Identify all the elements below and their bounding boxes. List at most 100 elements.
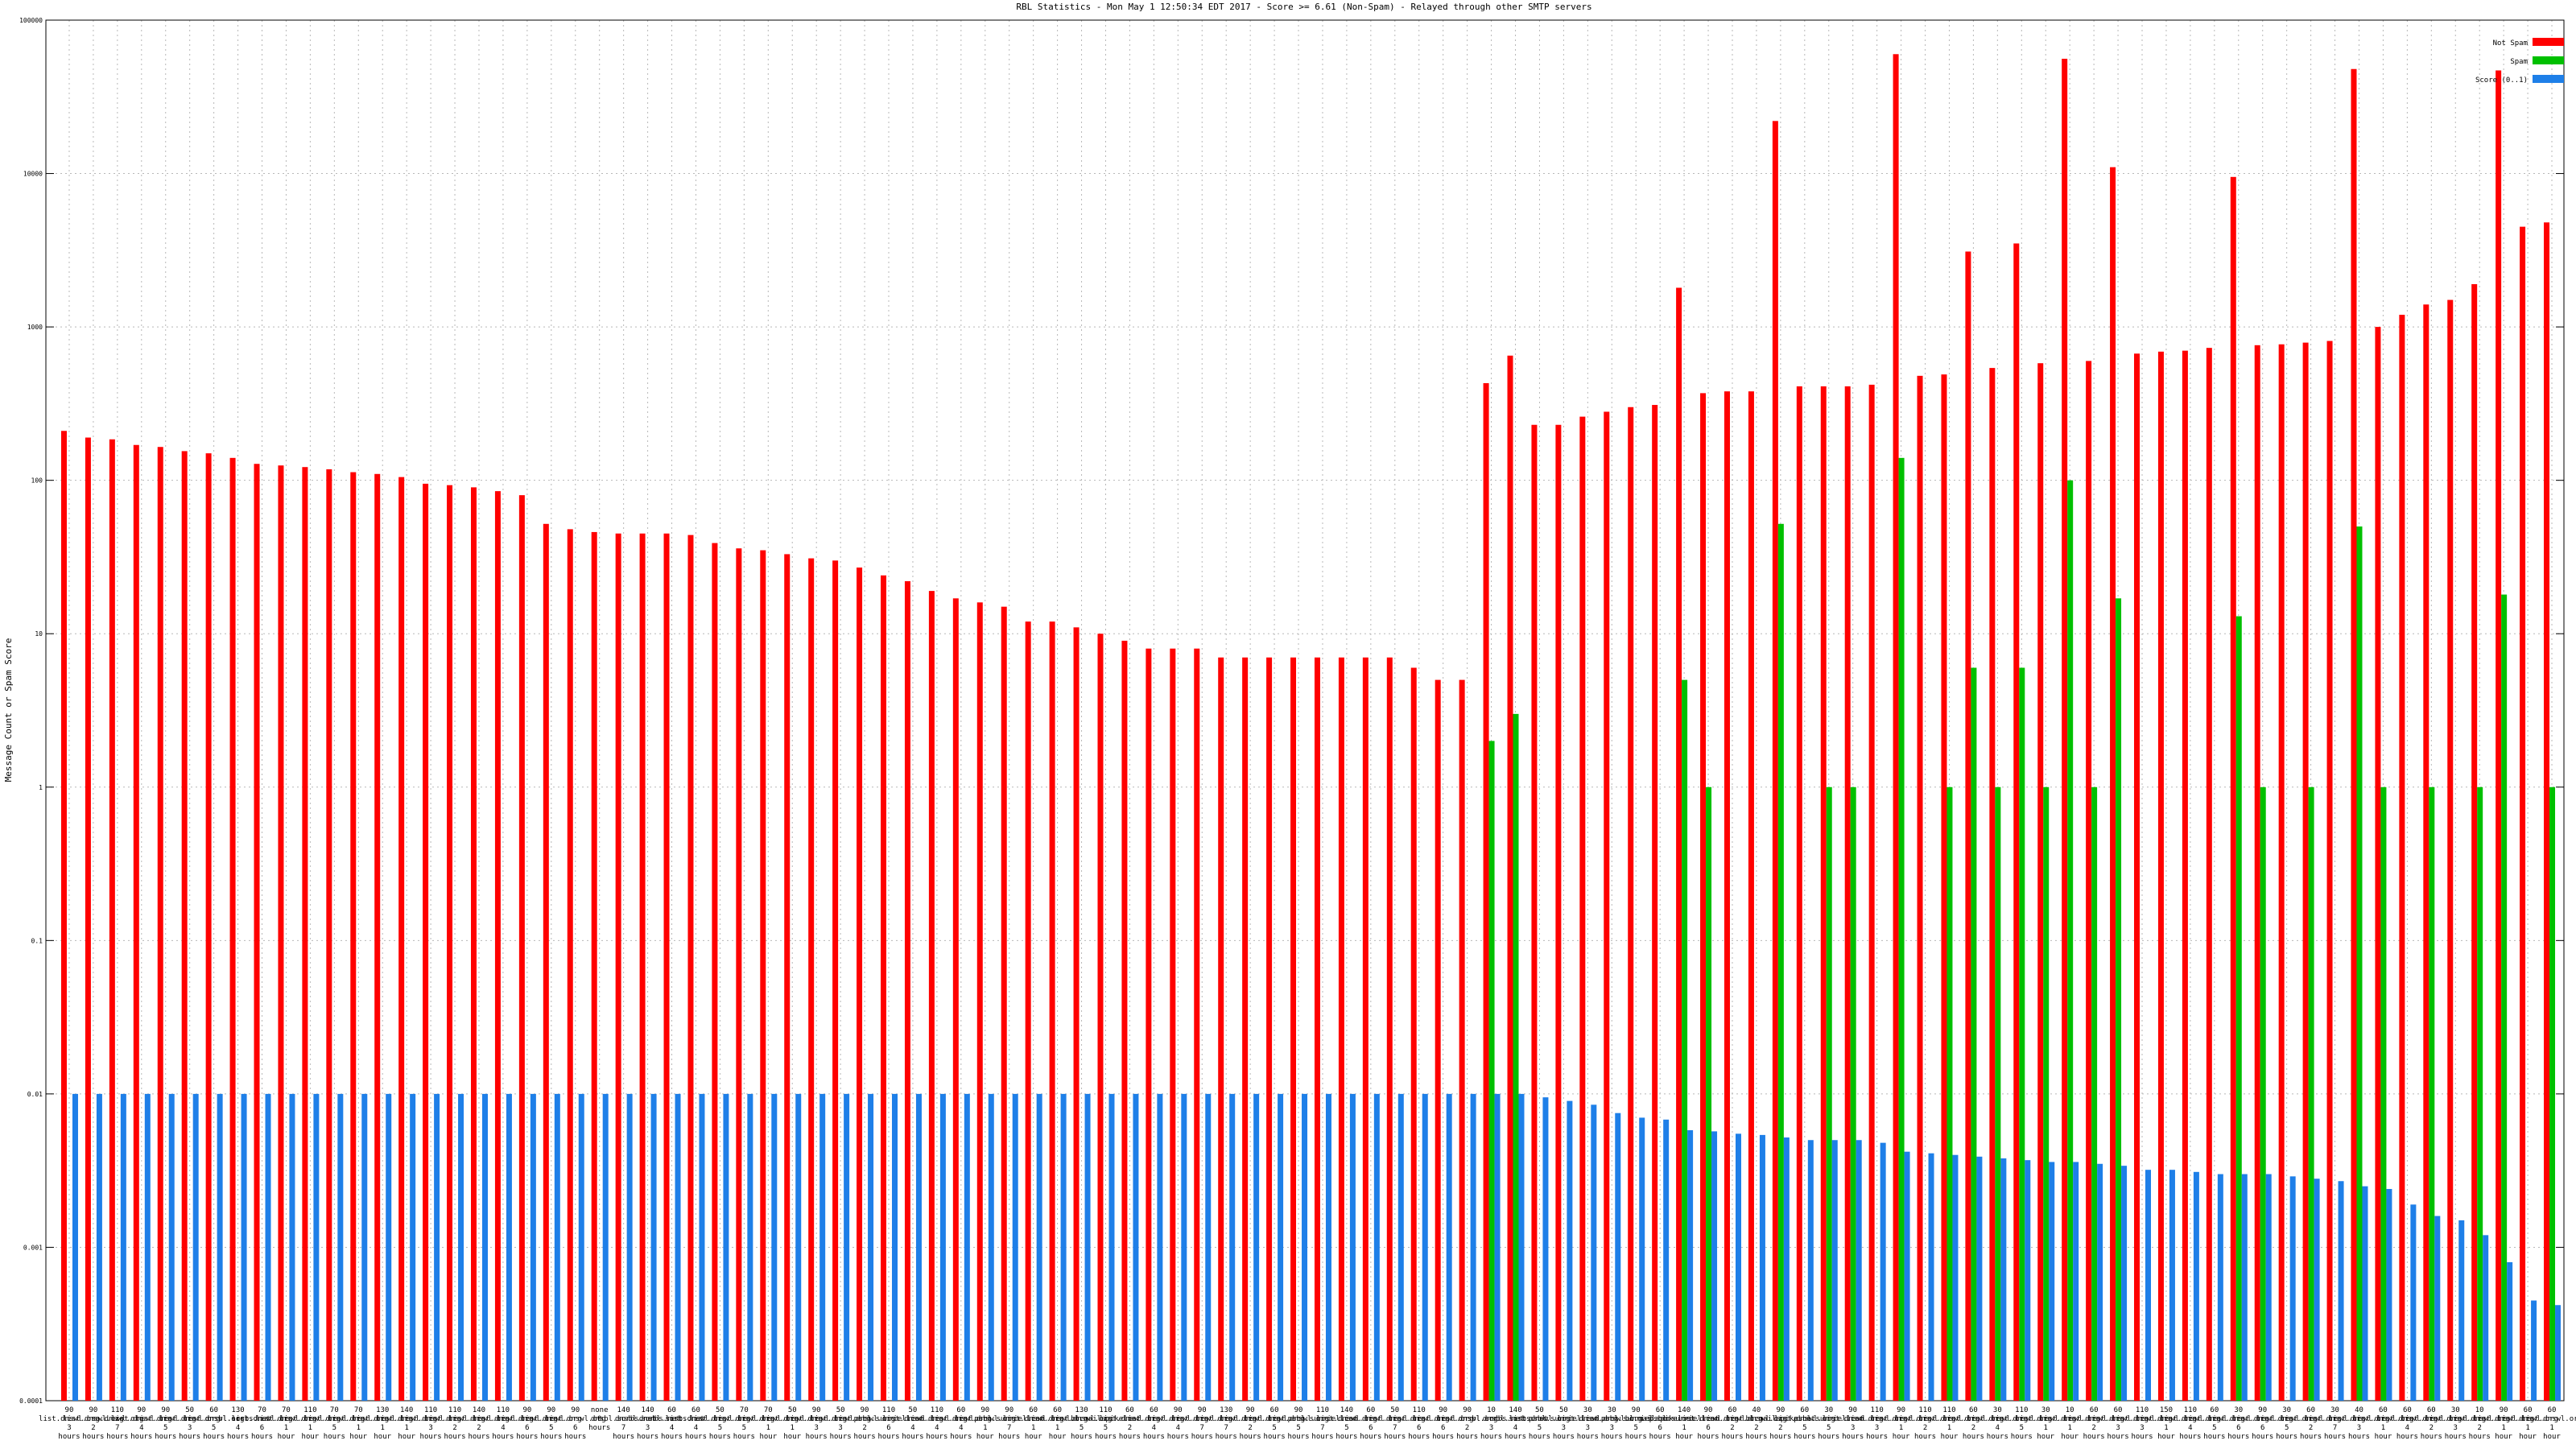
bar: [1531, 424, 1538, 1401]
x-tick-label: 110 list.dnswl.org 4 hours: [473, 1406, 534, 1441]
bar: [1820, 386, 1827, 1401]
bar: [1880, 1142, 1886, 1401]
bar: [1349, 1093, 1356, 1401]
bar: [1483, 382, 1489, 1402]
bar: [1325, 1093, 1331, 1401]
x-tick-label: 90 list.dnswl.org 7 hours: [1171, 1406, 1232, 1441]
y-tick-label: 100000: [19, 17, 43, 24]
x-tick-label: 60 list.dnswl.org 4 hours: [1123, 1406, 1184, 1441]
legend-swatch: [2533, 75, 2564, 83]
bar: [2260, 786, 2266, 1401]
bar: [2097, 1163, 2103, 1401]
x-tick-label: 90 list.dnswl.org 3 hours: [786, 1406, 847, 1441]
bar: [1108, 1093, 1115, 1401]
bar: [795, 1093, 802, 1401]
x-tick-label: 90 list.dnswl.org 6 hours: [1678, 1406, 1739, 1441]
bar: [2121, 1166, 2128, 1401]
bar: [1205, 1093, 1212, 1401]
bar: [1218, 657, 1224, 1401]
bar: [1604, 411, 1610, 1401]
x-tick-label: 110 list.dnswl.org 3 hours: [2112, 1406, 2173, 1441]
bar: [952, 598, 959, 1401]
bar: [2386, 1188, 2392, 1401]
bar: [2086, 361, 2092, 1401]
bar: [350, 472, 357, 1401]
bar: [1494, 1093, 1501, 1401]
legend-swatch: [2533, 38, 2564, 46]
bar: [663, 533, 670, 1401]
bar: [254, 464, 260, 1401]
bar: [2380, 786, 2387, 1401]
x-tick-label: 70 list.dnswl.org 5 hours: [713, 1406, 774, 1441]
bar: [868, 1093, 874, 1401]
bar: [1579, 416, 1586, 1401]
bar: [2254, 345, 2260, 1401]
bar: [844, 1093, 850, 1401]
x-tick-label: 90 list.dnswl.org 5 hours: [135, 1406, 196, 1441]
bar: [1615, 1113, 1621, 1401]
x-tick-label: 140 dnsbl.sorbs.net 4 hours: [1483, 1406, 1548, 1441]
bar: [712, 543, 718, 1401]
bar: [543, 523, 549, 1401]
bar: [1435, 679, 1441, 1401]
x-tick-label: 110 list.dnswl.org 1 hour: [279, 1406, 341, 1441]
bar: [1555, 424, 1562, 1401]
x-tick-label: 90 list.dnswl.org 2 hours: [1220, 1406, 1281, 1441]
bar: [518, 495, 525, 1401]
bar: [1253, 1093, 1260, 1401]
x-tick-label: 90 list.dnswl.org 1 hour: [955, 1406, 1016, 1441]
bar: [1470, 1093, 1476, 1401]
x-tick-label: 110 psbl.surriel.com 6 hours: [854, 1406, 924, 1441]
bar: [1459, 679, 1465, 1401]
bar: [494, 491, 501, 1402]
bar: [988, 1093, 994, 1401]
bar: [1518, 1093, 1525, 1401]
bar: [808, 558, 815, 1401]
bar: [1898, 457, 1905, 1401]
x-tick-label: 140 psbl.surriel.com 1 hour: [1649, 1406, 1719, 1441]
legend-label: Spam: [2510, 58, 2528, 66]
bar: [2544, 222, 2550, 1401]
bar: [1410, 667, 1417, 1401]
bar: [2314, 1179, 2320, 1401]
x-tick-label: 60 list.dnswl.org 2 hours: [1100, 1406, 1161, 1441]
bar: [881, 575, 887, 1401]
bar: [591, 531, 597, 1401]
bar: [2289, 1176, 2296, 1401]
bar: [723, 1093, 729, 1401]
bar: [939, 1093, 946, 1401]
bar: [964, 1093, 970, 1401]
bar: [313, 1093, 320, 1401]
bar: [1073, 627, 1080, 1401]
x-tick-label: 60 list.dnswl.org 2 hours: [1702, 1406, 1763, 1441]
bar: [771, 1093, 778, 1401]
x-tick-label: 110 list.dnswl.org 6 hours: [1389, 1406, 1450, 1441]
bar: [1012, 1093, 1018, 1401]
bar: [1826, 786, 1832, 1401]
bar: [181, 451, 188, 1401]
y-tick-label: 0.01: [27, 1091, 43, 1098]
x-tick-label: 50 list.dnswl.org 4 hours: [882, 1406, 943, 1441]
x-tick-label: 90 list.dnswl.org 1 hour: [2473, 1406, 2534, 1441]
bar: [2067, 480, 2074, 1401]
x-tick-label: 90 list.dnswl.org 6 hours: [1413, 1406, 1474, 1441]
bar: [1049, 621, 1055, 1401]
x-tick-label: 90 psbl.surriel.com 5 hours: [1601, 1406, 1671, 1441]
bar: [2110, 167, 2116, 1401]
x-tick-label: 110 list.dnswl.org 2 hours: [424, 1406, 485, 1441]
bar: [423, 483, 429, 1401]
x-tick-label: 60 list.dnswl.org 5 hours: [1774, 1406, 1835, 1441]
bar: [302, 467, 308, 1401]
bar: [1682, 679, 1688, 1401]
bar: [1759, 1134, 1765, 1401]
x-tick-label: 60 list.dnswl.org 4 hours: [666, 1406, 727, 1441]
bar: [2235, 616, 2242, 1401]
x-tick-label: 60 list.dnswl.org 3 hours: [2087, 1406, 2149, 1441]
bar: [1783, 1137, 1790, 1401]
bar: [2025, 1160, 2031, 1401]
bar: [2399, 315, 2405, 1401]
y-tick-label: 10000: [23, 171, 43, 178]
